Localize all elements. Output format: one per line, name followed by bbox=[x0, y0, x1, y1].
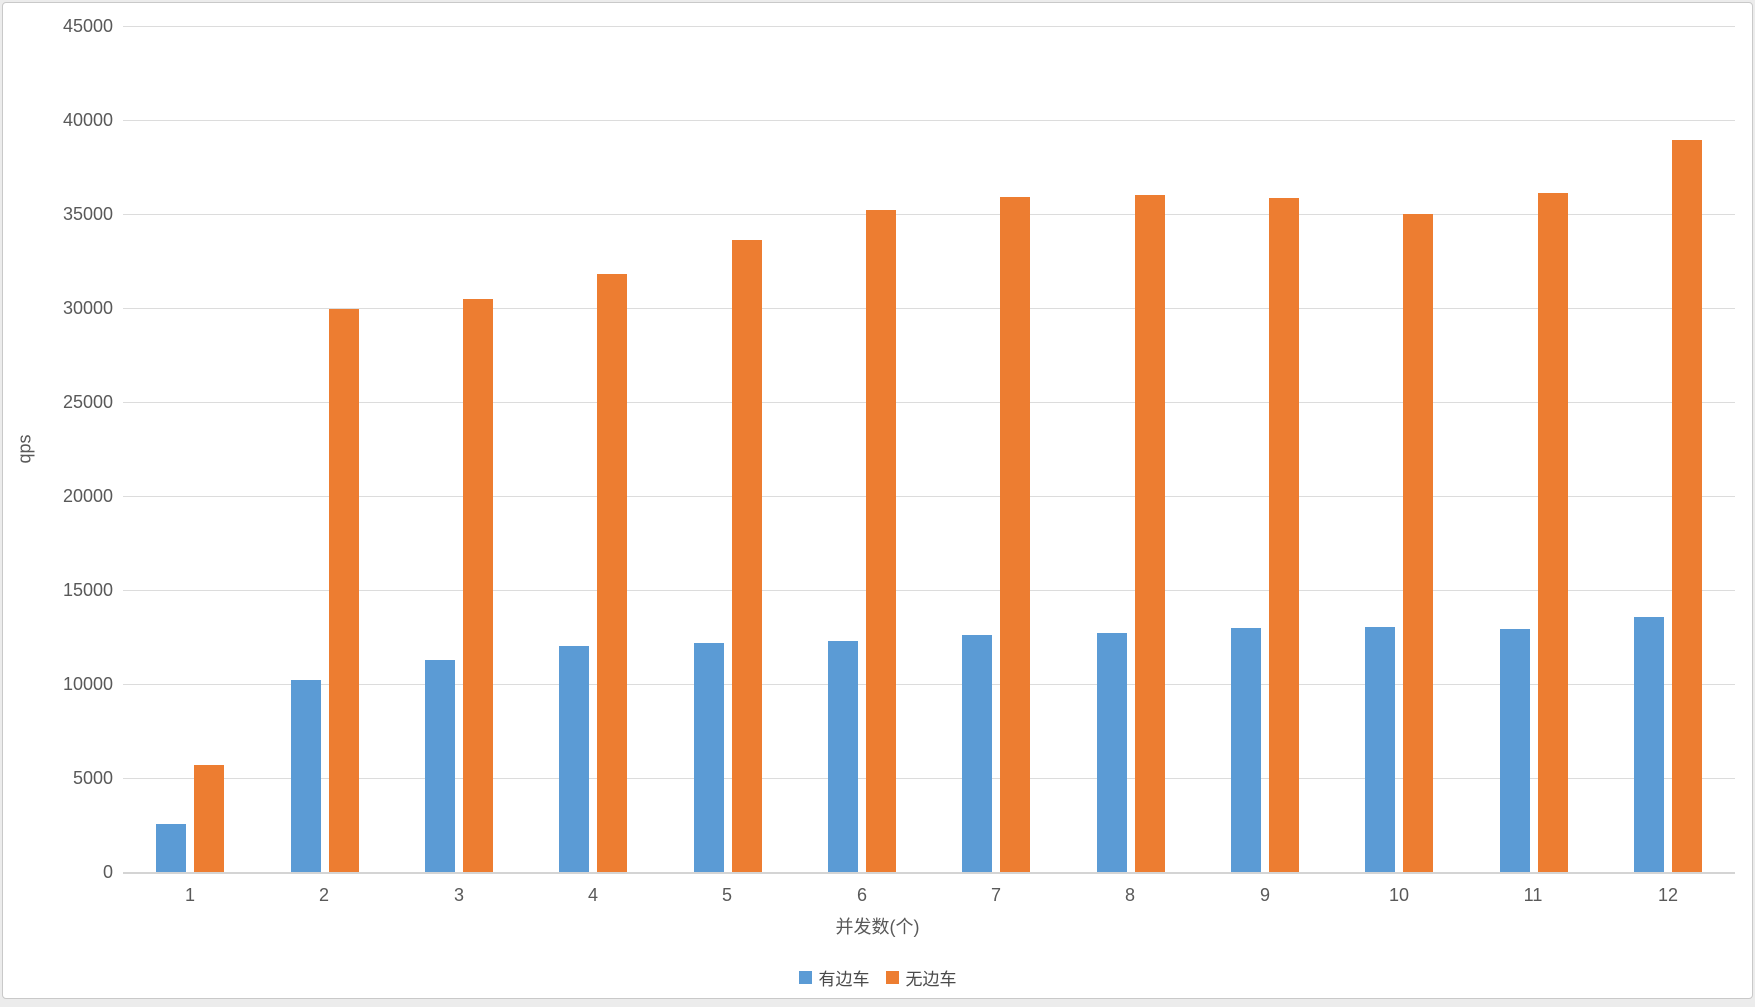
gridline bbox=[123, 778, 1735, 779]
legend-item-1: 有边车 bbox=[798, 965, 870, 990]
legend-label: 有边车 bbox=[818, 970, 870, 989]
bar-series1-cat8 bbox=[1097, 633, 1127, 872]
bar-series2-cat9 bbox=[1269, 198, 1299, 872]
bar-series2-cat3 bbox=[463, 299, 493, 872]
bar-series1-cat9 bbox=[1231, 628, 1261, 872]
gridline bbox=[123, 590, 1735, 591]
bar-series1-cat2 bbox=[291, 680, 321, 872]
x-tick-label: 7 bbox=[990, 885, 1001, 905]
legend-swatch-icon bbox=[885, 971, 899, 984]
bar-series1-cat6 bbox=[828, 641, 858, 872]
x-tick-label: 10 bbox=[1388, 885, 1410, 905]
x-tick-label: 1 bbox=[184, 885, 195, 905]
gridline bbox=[123, 308, 1735, 309]
x-tick-label: 12 bbox=[1657, 885, 1679, 905]
legend-item-2: 无边车 bbox=[885, 965, 957, 990]
gridline bbox=[123, 402, 1735, 403]
y-tick-label: 20000 bbox=[62, 486, 113, 506]
legend-swatch-icon bbox=[798, 971, 812, 984]
y-tick-label: 45000 bbox=[62, 16, 113, 36]
x-tick-label: 4 bbox=[587, 885, 598, 905]
y-tick-label: 0 bbox=[102, 862, 113, 882]
x-tick-label: 6 bbox=[856, 885, 867, 905]
bar-series2-cat6 bbox=[866, 210, 896, 872]
y-axis-title: qps bbox=[14, 434, 35, 464]
bar-series1-cat1 bbox=[156, 824, 186, 872]
bar-series2-cat11 bbox=[1538, 193, 1568, 872]
bar-series1-cat4 bbox=[559, 646, 589, 872]
gridline bbox=[123, 120, 1735, 121]
y-tick-label: 15000 bbox=[62, 580, 113, 600]
gridline bbox=[123, 214, 1735, 215]
y-tick-label: 30000 bbox=[62, 298, 113, 318]
y-tick-label: 40000 bbox=[62, 110, 113, 130]
bar-series1-cat3 bbox=[425, 660, 455, 872]
bar-series1-cat5 bbox=[694, 643, 724, 872]
plot-area: 0 5000 10000 15000 20000 25000 30000 35000 40000… bbox=[3, 3, 1752, 998]
bar-series1-cat12 bbox=[1634, 617, 1664, 872]
bar-series2-cat1 bbox=[194, 765, 224, 872]
bar-series2-cat8 bbox=[1135, 195, 1165, 872]
bar-series1-cat10 bbox=[1365, 627, 1395, 872]
bar-series2-cat7 bbox=[1000, 197, 1030, 872]
bar-series2-cat2 bbox=[329, 309, 359, 872]
y-tick-label: 10000 bbox=[62, 674, 113, 694]
x-axis-line bbox=[123, 872, 1735, 874]
bar-series2-cat4 bbox=[597, 274, 627, 872]
gridline bbox=[123, 684, 1735, 685]
y-tick-label: 25000 bbox=[62, 392, 113, 412]
y-tick-label: 5000 bbox=[72, 768, 113, 788]
bar-series2-cat12 bbox=[1672, 140, 1702, 872]
gridline bbox=[123, 26, 1735, 27]
bar-series2-cat5 bbox=[732, 240, 762, 872]
x-tick-label: 9 bbox=[1259, 885, 1270, 905]
x-tick-label: 8 bbox=[1124, 885, 1135, 905]
legend: 有边车 无边车 bbox=[3, 965, 1752, 990]
legend-label: 无边车 bbox=[905, 970, 957, 989]
x-tick-label: 11 bbox=[1523, 885, 1543, 905]
bar-series2-cat10 bbox=[1403, 214, 1433, 872]
x-tick-label: 3 bbox=[453, 885, 464, 905]
x-tick-label: 2 bbox=[318, 885, 329, 905]
bar-series1-cat11 bbox=[1500, 629, 1530, 872]
x-tick-label: 5 bbox=[721, 885, 732, 905]
x-axis-title: 并发数(个) bbox=[835, 917, 920, 937]
gridline bbox=[123, 496, 1735, 497]
bar-series1-cat7 bbox=[962, 635, 992, 872]
y-tick-label: 35000 bbox=[62, 204, 113, 224]
